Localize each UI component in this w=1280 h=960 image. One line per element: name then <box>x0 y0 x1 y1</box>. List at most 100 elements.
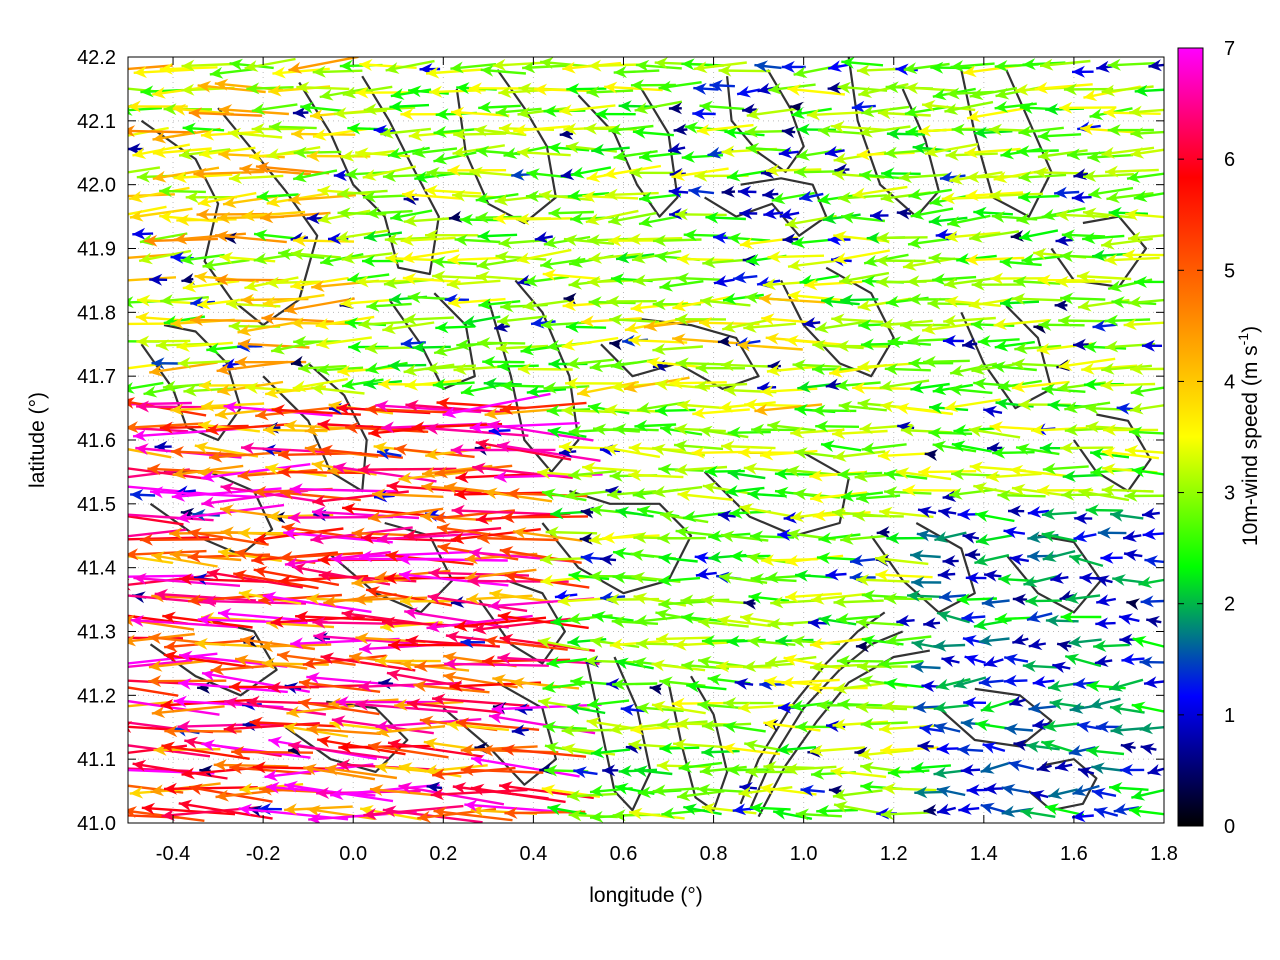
wind-arrow-shaft <box>785 554 844 564</box>
wind-arrow-head <box>721 185 735 198</box>
wind-arrow-head <box>980 762 995 774</box>
wind-arrow-head <box>1131 788 1146 801</box>
wind-arrow-head <box>147 463 161 476</box>
wind-arrow-head <box>469 547 483 560</box>
wind-arrow-head <box>840 294 854 306</box>
wind-arrow-head <box>542 269 557 281</box>
wind-arrow-head <box>694 380 708 392</box>
x-tick-label: 1.0 <box>790 843 818 865</box>
wind-arrow-head <box>132 759 147 772</box>
wind-arrow-head <box>908 357 922 370</box>
wind-arrow-head <box>1018 398 1032 411</box>
wind-arrow-head <box>613 423 627 436</box>
wind-arrow-head <box>947 216 962 228</box>
wind-arrow-head <box>1132 635 1147 648</box>
wind-arrow-head <box>1073 677 1087 690</box>
wind-arrow-shaft <box>475 441 572 461</box>
wind-arrow-shaft <box>832 720 889 727</box>
wind-arrow-head <box>1083 341 1097 354</box>
wind-arrow-head <box>561 724 575 737</box>
wind-arrow-shaft <box>721 444 776 450</box>
wind-arrow-head <box>260 211 274 224</box>
wind-arrow-head <box>831 313 845 326</box>
wind-arrow-head <box>423 737 438 750</box>
wind-arrow-head <box>447 164 461 177</box>
wind-arrow-head <box>587 697 601 710</box>
wind-arrow-head <box>394 698 408 711</box>
wind-arrow-head <box>929 195 944 207</box>
wind-arrow-head <box>467 575 481 588</box>
wind-arrow-shaft <box>128 515 184 526</box>
wind-arrow-head <box>965 189 979 202</box>
wind-arrow-shaft <box>436 401 526 410</box>
wind-arrow-head <box>673 638 687 651</box>
wind-arrow-head <box>1001 783 1016 796</box>
wind-arrow-shaft <box>470 757 580 778</box>
wind-arrow-head <box>882 700 896 713</box>
wind-arrow-head <box>454 619 468 632</box>
wind-arrow-shaft <box>319 448 404 459</box>
wind-arrow-head <box>590 810 604 823</box>
wind-arrow-shaft <box>477 536 559 542</box>
wind-arrow-head <box>713 231 727 244</box>
x-tick-label: 0.0 <box>339 843 367 865</box>
wind-arrow-head <box>989 421 1003 434</box>
contour-line <box>704 177 828 237</box>
wind-arrow-head <box>709 79 723 92</box>
wind-arrow-head <box>1065 653 1080 666</box>
wind-arrow-head <box>911 661 925 674</box>
wind-arrow-head <box>559 104 573 117</box>
wind-arrow-head <box>1034 166 1048 179</box>
wind-arrow-head <box>1090 448 1104 460</box>
wind-arrow-head <box>108 658 122 670</box>
wind-arrow-head <box>304 443 319 456</box>
wind-arrow-shaft <box>484 408 553 416</box>
wind-arrow-head <box>213 759 227 772</box>
wind-arrow-head <box>1049 698 1064 711</box>
wind-arrow-head <box>264 769 278 782</box>
wind-arrow-head <box>1016 213 1030 225</box>
wind-arrow-head <box>188 107 202 120</box>
wind-arrow-head <box>639 215 653 228</box>
colorbar-tick-label: 0 <box>1224 816 1235 838</box>
wind-arrow-shaft <box>513 125 571 133</box>
wind-arrow-head <box>482 355 496 368</box>
wind-arrow-head <box>363 377 377 390</box>
wind-arrow-head <box>1083 89 1098 102</box>
wind-arrow-head <box>810 660 824 673</box>
wind-arrow-head <box>835 379 850 392</box>
wind-arrow-head <box>179 573 193 586</box>
wind-arrow-head <box>744 291 759 304</box>
wind-arrow-head <box>788 259 802 272</box>
wind-arrow-head <box>951 468 965 481</box>
wind-arrow-head <box>908 236 922 249</box>
wind-arrow-head <box>958 803 972 815</box>
wind-arrow-head <box>154 588 169 601</box>
wind-arrow-head <box>453 363 467 376</box>
wind-arrow-head <box>420 510 434 523</box>
wind-arrow-head <box>856 148 870 161</box>
wind-arrow-head <box>526 385 541 398</box>
wind-arrow-head <box>1082 232 1096 245</box>
wind-arrow-head <box>720 359 734 372</box>
wind-arrow-head <box>830 766 845 779</box>
wind-arrow-head <box>928 427 942 439</box>
wind-arrow-head <box>176 511 191 524</box>
wind-arrow-shaft <box>433 809 513 822</box>
wind-arrow-head <box>744 398 758 411</box>
wind-arrow-head <box>698 656 712 668</box>
wind-arrow-shaft <box>672 295 731 310</box>
wind-arrow-head <box>265 386 279 399</box>
wind-arrow-head <box>262 591 277 604</box>
wind-arrow-head <box>526 168 540 181</box>
wind-arrow-head <box>799 190 814 203</box>
wind-arrow-head <box>1111 296 1125 309</box>
wind-arrow-head <box>136 400 150 413</box>
wind-arrow-shaft <box>787 293 846 302</box>
wind-arrow-head <box>1056 209 1070 222</box>
wind-arrow-shaft <box>266 146 321 158</box>
wind-arrow-head <box>566 83 580 96</box>
wind-arrow-head <box>673 738 687 751</box>
wind-arrow-head <box>1055 759 1069 772</box>
wind-arrow-head <box>860 717 874 730</box>
